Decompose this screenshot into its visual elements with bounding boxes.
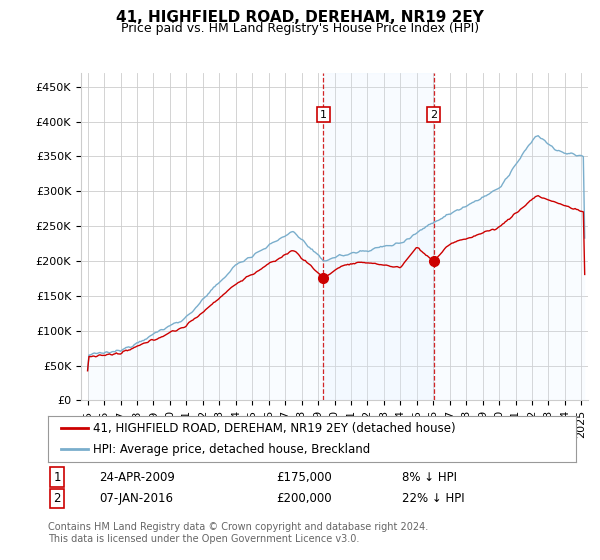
Text: £200,000: £200,000 [276, 492, 332, 505]
Text: 22% ↓ HPI: 22% ↓ HPI [402, 492, 464, 505]
Text: 41, HIGHFIELD ROAD, DEREHAM, NR19 2EY (detached house): 41, HIGHFIELD ROAD, DEREHAM, NR19 2EY (d… [93, 422, 455, 435]
Text: 24-APR-2009: 24-APR-2009 [99, 470, 175, 484]
Text: 07-JAN-2016: 07-JAN-2016 [99, 492, 173, 505]
Text: 2: 2 [53, 492, 61, 505]
Text: 2: 2 [430, 110, 437, 120]
Text: £175,000: £175,000 [276, 470, 332, 484]
Text: Price paid vs. HM Land Registry's House Price Index (HPI): Price paid vs. HM Land Registry's House … [121, 22, 479, 35]
Text: 1: 1 [53, 470, 61, 484]
Bar [323, 73, 434, 400]
Text: 8% ↓ HPI: 8% ↓ HPI [402, 470, 457, 484]
Text: 1: 1 [320, 110, 327, 120]
Text: 41, HIGHFIELD ROAD, DEREHAM, NR19 2EY: 41, HIGHFIELD ROAD, DEREHAM, NR19 2EY [116, 10, 484, 25]
Text: Contains HM Land Registry data © Crown copyright and database right 2024.
This d: Contains HM Land Registry data © Crown c… [48, 522, 428, 544]
Text: HPI: Average price, detached house, Breckland: HPI: Average price, detached house, Brec… [93, 443, 370, 456]
